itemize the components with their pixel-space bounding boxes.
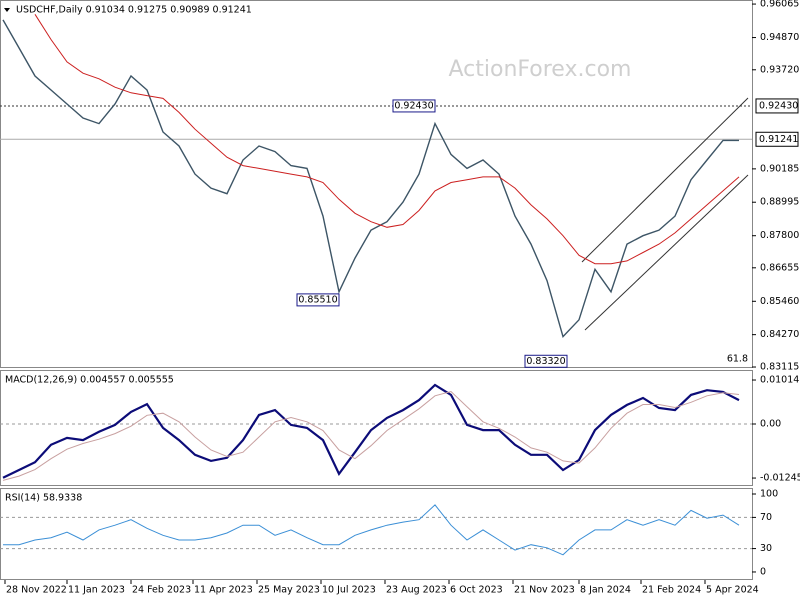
y-tick-label: 0.84270 — [760, 329, 799, 340]
y-tick-label: 70 — [760, 512, 772, 523]
y-tick-label: 0.88995 — [760, 197, 799, 208]
panel-title: RSI(14) 58.9338 — [5, 493, 82, 504]
series-line — [34, 14, 740, 265]
annotation-label: 0.92430 — [394, 100, 433, 111]
panel-frame — [0, 370, 753, 486]
x-tick-label: 8 Jan 2024 — [580, 585, 631, 596]
annotation-box — [392, 99, 436, 113]
annotation-label: 0.85510 — [298, 294, 337, 305]
y-tick-label: 30 — [760, 543, 772, 554]
x-tick-label: 25 May 2023 — [258, 585, 320, 596]
price-level-box — [755, 131, 799, 147]
y-tick-label: 0.87800 — [760, 230, 799, 241]
series-line — [2, 390, 740, 481]
y-tick-label: 0.01014 — [760, 375, 799, 386]
y-tick-label: 100 — [760, 489, 778, 500]
series-line — [3, 504, 740, 556]
panel-frame — [0, 0, 753, 368]
price-level-box — [755, 98, 799, 114]
y-tick-label: 0.86655 — [760, 262, 799, 273]
x-tick-label: 6 Oct 2023 — [450, 585, 503, 596]
series-line — [2, 19, 739, 338]
y-tick-label: 0.83115 — [760, 362, 799, 373]
y-tick-label: 0 — [760, 566, 766, 577]
y-tick-label: 0.96065 — [760, 0, 799, 10]
y-tick-label: 0.00 — [760, 419, 781, 430]
y-tick-label: 0.94870 — [760, 32, 799, 43]
price-level-label: 0.91241 — [759, 134, 798, 145]
channel-line — [581, 97, 749, 263]
annotation-label: 0.83320 — [526, 356, 565, 367]
y-tick-label: -0.012458 — [760, 473, 800, 484]
x-tick-label: 10 Jul 2023 — [322, 585, 376, 596]
annotation-box — [524, 354, 568, 368]
panel-frame — [0, 488, 753, 580]
x-tick-label: 24 Feb 2023 — [132, 585, 191, 596]
y-tick-label: 0.85460 — [760, 296, 799, 307]
channel-line — [584, 174, 749, 331]
fib-label: 61.8 — [727, 354, 748, 365]
x-tick-label: 23 Aug 2023 — [386, 585, 447, 596]
y-tick-label: 0.93720 — [760, 64, 799, 75]
annotation-box — [296, 293, 340, 307]
x-tick-label: 11 Apr 2023 — [194, 585, 253, 596]
panel-title: USDCHF,Daily 0.91034 0.91275 0.90989 0.9… — [16, 5, 252, 16]
x-tick-label: 21 Feb 2024 — [642, 585, 701, 596]
y-tick-label: 0.90185 — [760, 163, 799, 174]
x-tick-label: 21 Nov 2023 — [514, 585, 575, 596]
x-tick-label: 11 Jan 2023 — [68, 585, 125, 596]
x-tick-label: 5 Apr 2024 — [706, 585, 759, 596]
series-line — [2, 383, 740, 479]
menu-arrow — [4, 8, 10, 12]
price-level-label: 0.92430 — [759, 100, 798, 111]
watermark: ActionForex.com — [449, 57, 632, 82]
panel-title: MACD(12,26,9) 0.004557 0.005555 — [5, 375, 174, 386]
x-tick-label: 28 Nov 2022 — [6, 585, 67, 596]
